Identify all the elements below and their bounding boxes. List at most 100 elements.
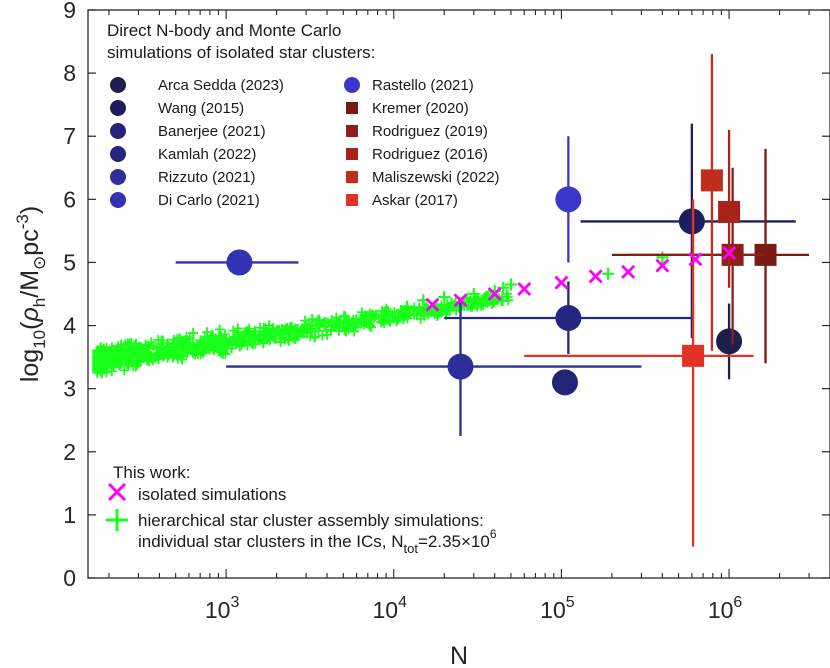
- legend-marker-circle: [110, 123, 126, 139]
- hierarchical-point: [503, 295, 514, 306]
- literature-marker-square: [682, 344, 705, 367]
- legend: Direct N-body and Monte Carlo simulation…: [107, 21, 500, 209]
- isolated-point: [554, 275, 569, 290]
- isolated-legend-marker: [107, 482, 127, 502]
- legend-marker-square: [346, 171, 358, 183]
- literature-marker-circle: [678, 208, 705, 235]
- legend-label: Maliszewski (2022): [372, 169, 500, 186]
- isolated-point: [722, 245, 737, 260]
- legend-marker-square: [346, 102, 358, 114]
- y-axis-title: log10(ρh/M⊙pc-3): [13, 206, 49, 382]
- hierarchical-point: [165, 342, 176, 353]
- hierarchical-point: [94, 349, 105, 360]
- hierarchical-point: [181, 347, 192, 358]
- hierarchical-point: [322, 329, 333, 340]
- hierarchical-point: [116, 339, 127, 350]
- hierarchical-point: [279, 329, 290, 340]
- legend-label: Wang (2015): [158, 100, 244, 117]
- legend-marker-circle: [110, 146, 126, 162]
- legend-marker-circle: [344, 77, 360, 93]
- legend-label: Rizzuto (2021): [158, 169, 256, 186]
- hierarchical-point: [306, 321, 317, 332]
- hierarchical-point: [93, 361, 104, 372]
- hierarchical-point: [339, 310, 350, 321]
- hierarchical-legend-label-line1: hierarchical star cluster assembly simul…: [138, 511, 484, 530]
- hierarchical-point: [139, 352, 150, 363]
- hierarchical-point: [333, 316, 344, 327]
- isolated-point: [517, 281, 532, 296]
- hierarchical-point: [250, 339, 261, 350]
- hierarchical-point: [438, 291, 451, 304]
- this-work-legend: This work: isolated simulations hierarch…: [106, 463, 497, 556]
- hierarchical-point: [129, 355, 140, 366]
- y-tick-label: 1: [63, 502, 76, 528]
- isolated-point: [655, 258, 670, 273]
- hierarchical-point: [428, 306, 439, 317]
- hierarchical-point: [395, 310, 406, 321]
- y-tick-label: 4: [63, 313, 76, 339]
- legend-title-line2: simulations of isolated star clusters:: [107, 43, 375, 62]
- literature-marker-circle: [555, 186, 582, 213]
- hierarchical-point: [214, 324, 225, 335]
- hierarchical-point: [170, 347, 181, 358]
- hierarchical-point: [467, 288, 480, 300]
- isolated-point: [688, 252, 703, 267]
- hierarchical-point: [314, 316, 325, 327]
- hierarchical-point: [202, 327, 213, 338]
- legend-label: Banerjee (2021): [158, 123, 266, 140]
- legend-marker-circle: [110, 100, 126, 116]
- hierarchical-point: [216, 347, 227, 358]
- legend-label: Kamlah (2022): [158, 146, 256, 163]
- y-tick-label: 3: [63, 376, 76, 402]
- literature-marker-circle: [551, 369, 578, 396]
- x-tick-label: 106: [708, 594, 743, 623]
- hierarchical-point: [110, 355, 121, 366]
- hierarchical-point: [174, 333, 185, 344]
- x-tick-label: 105: [540, 594, 575, 623]
- x-tick-label: 104: [373, 594, 408, 623]
- hierarchical-point: [413, 304, 424, 315]
- y-tick-label: 5: [63, 249, 76, 275]
- isolated-point: [621, 264, 636, 279]
- hierarchical-point: [370, 311, 381, 322]
- hierarchical-point: [269, 327, 280, 338]
- hierarchical-point: [358, 313, 369, 324]
- hierarchical-point: [298, 328, 309, 339]
- isolated-legend-label: isolated simulations: [138, 485, 286, 504]
- literature-marker-circle: [716, 328, 743, 355]
- hierarchical-point: [212, 342, 223, 353]
- isolated-point: [425, 297, 440, 312]
- x-tick-label: 103: [205, 594, 240, 623]
- legend-marker-square: [346, 125, 358, 137]
- hierarchical-point: [188, 328, 199, 339]
- legend-entries: Arca Sedda (2023) Wang (2015) Banerjee (20…: [110, 77, 500, 209]
- hierarchical-legend-label-line2: individual star clusters in the ICs, Nto…: [138, 527, 497, 556]
- hierarchical-point: [292, 331, 303, 342]
- legend-marker-circle: [110, 169, 126, 185]
- hierarchical-point: [602, 267, 615, 280]
- legend-marker-square: [346, 148, 358, 160]
- legend-label: Rodriguez (2016): [372, 146, 488, 163]
- legend-label: Askar (2017): [372, 192, 458, 209]
- legend-marker-circle: [110, 77, 126, 93]
- legend-marker-square: [346, 194, 358, 206]
- hierarchical-point: [119, 348, 130, 359]
- plot-frame: [87, 9, 830, 579]
- hierarchical-point: [656, 251, 669, 264]
- literature-marker-square: [700, 169, 723, 192]
- hierarchical-point: [198, 337, 209, 348]
- hierarchical-point: [260, 326, 271, 337]
- isolated-points: [425, 245, 737, 312]
- hierarchical-point: [444, 304, 455, 315]
- hierarchical-point: [330, 321, 341, 332]
- hierarchical-point: [401, 300, 414, 313]
- legend-label: Kremer (2020): [372, 100, 469, 117]
- hierarchical-point: [379, 311, 390, 322]
- this-work-title: This work:: [113, 463, 190, 482]
- hierarchical-point: [238, 336, 249, 347]
- hierarchical-point: [364, 320, 375, 331]
- hier-line2-val: =2.35×10: [418, 532, 490, 551]
- isolated-point: [487, 287, 502, 301]
